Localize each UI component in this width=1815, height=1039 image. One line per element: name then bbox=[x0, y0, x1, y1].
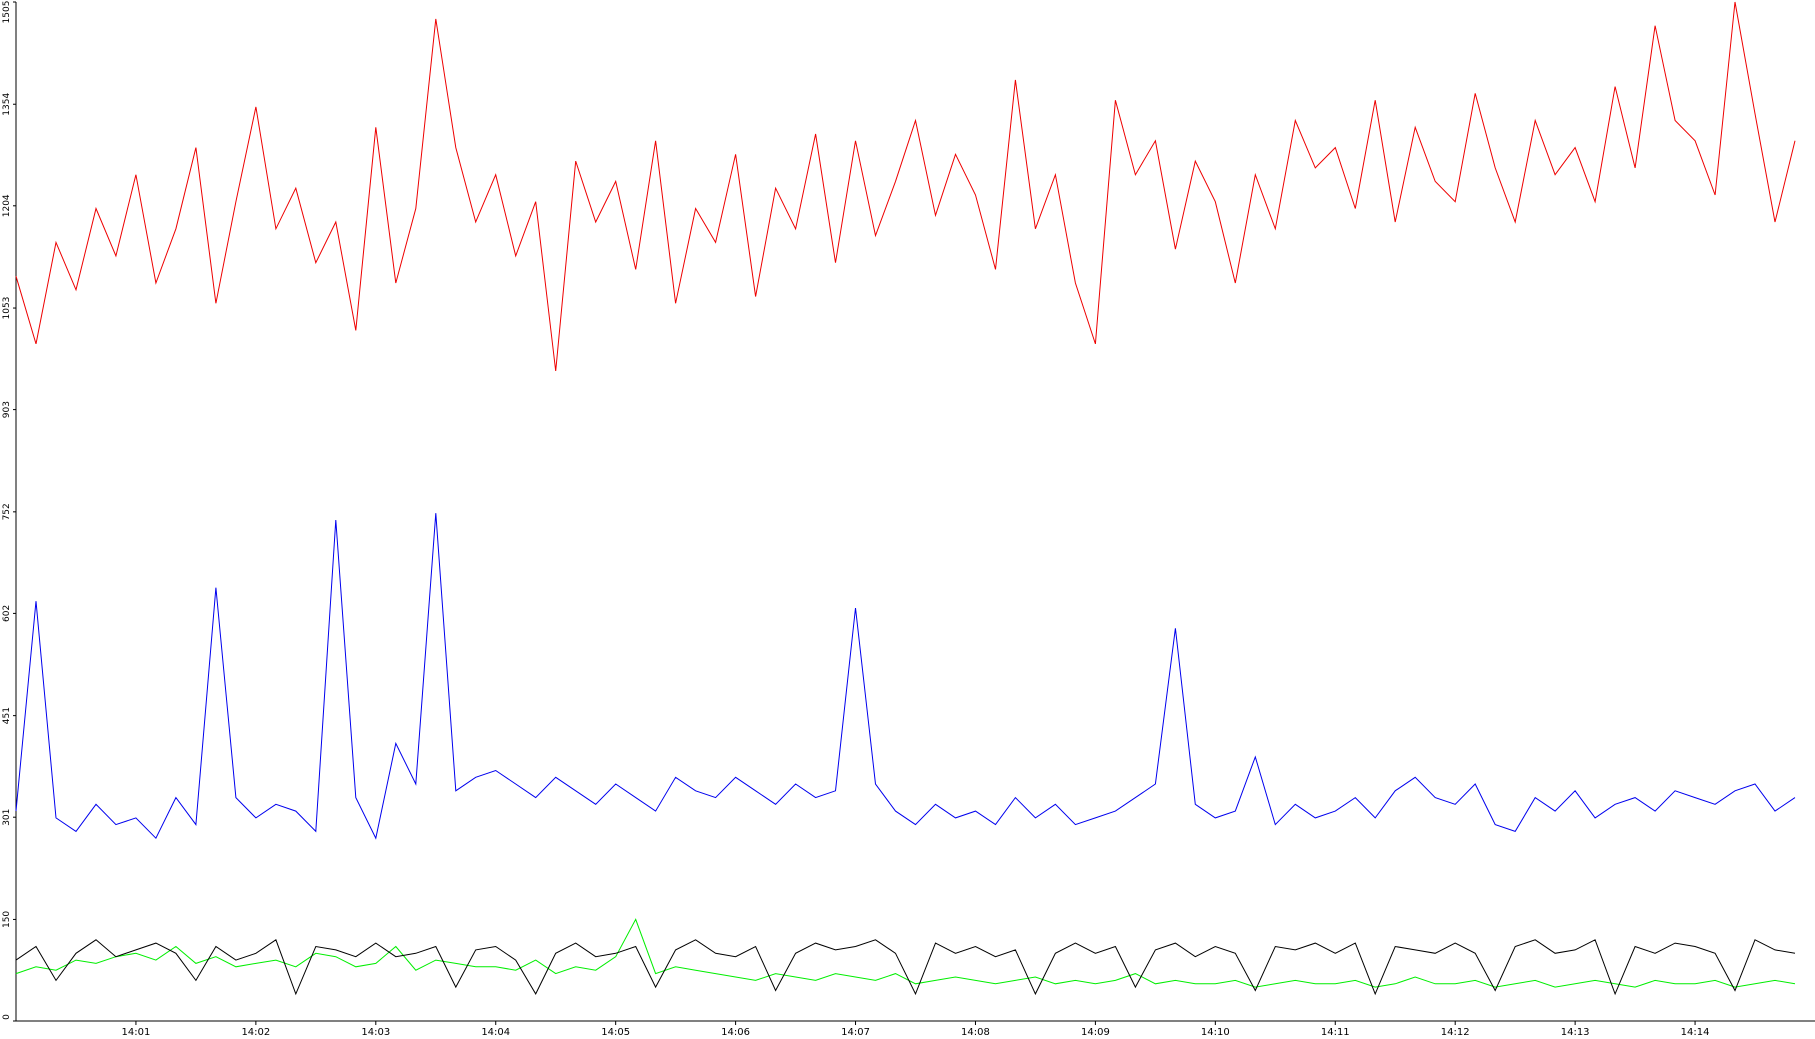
y-tick-label: 0 bbox=[2, 1014, 12, 1020]
x-tick-label: 14:06 bbox=[721, 1027, 750, 1038]
x-tick-label: 14:14 bbox=[1681, 1027, 1710, 1038]
x-tick-label: 14:08 bbox=[961, 1027, 990, 1038]
y-tick-label: 1354 bbox=[2, 93, 12, 116]
x-tick-label: 14:07 bbox=[841, 1027, 870, 1038]
y-tick-label: 602 bbox=[2, 605, 12, 622]
y-tick-label: 1053 bbox=[2, 297, 12, 320]
x-tick-label: 14:09 bbox=[1081, 1027, 1110, 1038]
x-tick-label: 14:13 bbox=[1561, 1027, 1590, 1038]
y-tick-label: 150 bbox=[2, 911, 12, 928]
series-line bbox=[15, 513, 1796, 840]
y-tick-label: 1204 bbox=[2, 194, 12, 217]
y-tick-label: 301 bbox=[2, 809, 12, 826]
y-tick-label: 903 bbox=[2, 401, 12, 418]
x-tick-label: 14:01 bbox=[122, 1027, 151, 1038]
x-tick-label: 14:04 bbox=[481, 1027, 510, 1038]
y-tick-label: 752 bbox=[2, 503, 12, 520]
y-tick-label: 451 bbox=[2, 707, 12, 724]
y-tick-label: 1505 bbox=[2, 1, 12, 24]
x-tick-label: 14:10 bbox=[1201, 1027, 1230, 1038]
x-tick-label: 14:11 bbox=[1321, 1027, 1350, 1038]
series-line bbox=[15, 1, 1796, 372]
x-tick-label: 14:12 bbox=[1441, 1027, 1470, 1038]
series-line bbox=[15, 918, 1796, 988]
x-tick-label: 14:02 bbox=[241, 1027, 270, 1038]
x-tick-label: 14:03 bbox=[361, 1027, 390, 1038]
series-line bbox=[15, 939, 1796, 996]
x-tick-label: 14:05 bbox=[601, 1027, 630, 1038]
